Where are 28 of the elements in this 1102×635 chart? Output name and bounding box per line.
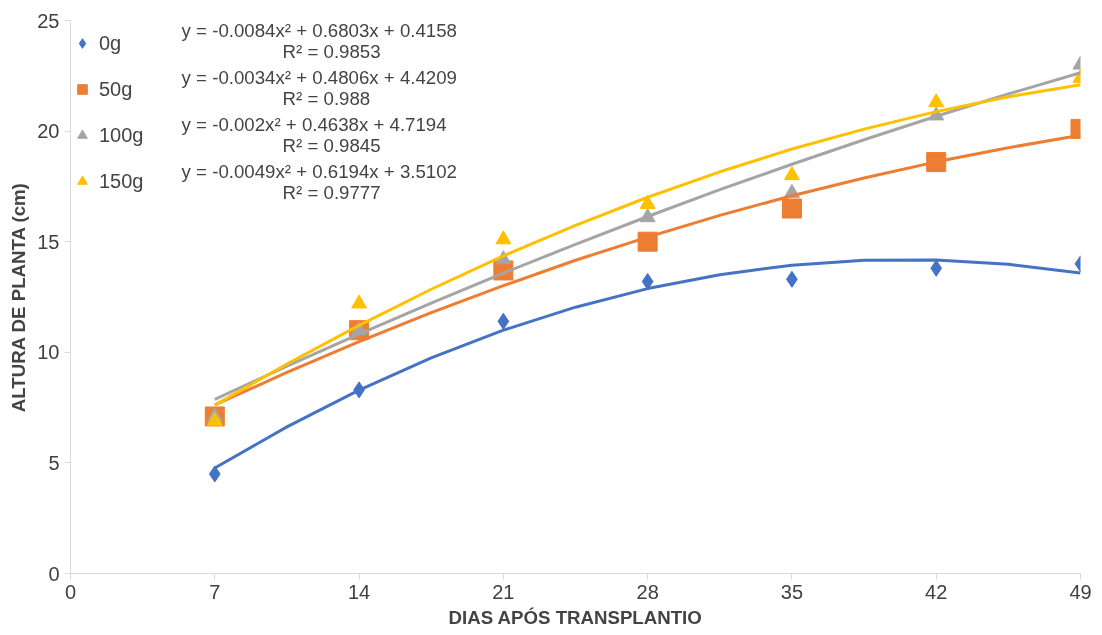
x-tick-label: 21 — [492, 580, 515, 603]
x-tick-label: 35 — [780, 580, 804, 603]
annotation: R² = 0.9777 — [282, 182, 381, 204]
x-tick-label: 49 — [1069, 580, 1092, 603]
y-tick-label: 0 — [48, 562, 60, 585]
legend-label: 100g — [99, 122, 144, 148]
x-tick-label: 42 — [925, 580, 948, 603]
legend-label: 50g — [99, 76, 133, 102]
y-tick-label: 25 — [37, 9, 60, 32]
legend-label: 150g — [99, 168, 144, 194]
annotation: y = -0.0034x² + 0.4806x + 4.4209 — [181, 67, 457, 89]
legend-label: 0g — [99, 30, 122, 56]
x-tick-label: 28 — [636, 580, 659, 603]
x-tick-label: 14 — [347, 580, 371, 603]
x-tick-label: 7 — [209, 580, 221, 603]
x-tick-label: 0 — [64, 580, 77, 603]
annotation: y = -0.0049x² + 0.6194x + 3.5102 — [181, 161, 457, 183]
annotation: R² = 0.988 — [282, 88, 371, 110]
annotation: y = -0.002x² + 0.4638x + 4.7194 — [181, 114, 447, 136]
y-tick-label: 5 — [48, 451, 60, 474]
annotation: R² = 0.9853 — [282, 41, 381, 63]
annotation: R² = 0.9845 — [282, 135, 381, 157]
y-tick-label: 20 — [37, 120, 60, 143]
x-axis-title: DIAS APÓS TRANSPLANTIO — [448, 606, 702, 628]
y-tick-label: 10 — [37, 341, 60, 364]
annotation: y = -0.0084x² + 0.6803x + 0.4158 — [181, 19, 457, 41]
y-axis-title: ALTURA DE PLANTA (cm) — [8, 183, 30, 413]
y-tick-label: 15 — [37, 230, 60, 253]
